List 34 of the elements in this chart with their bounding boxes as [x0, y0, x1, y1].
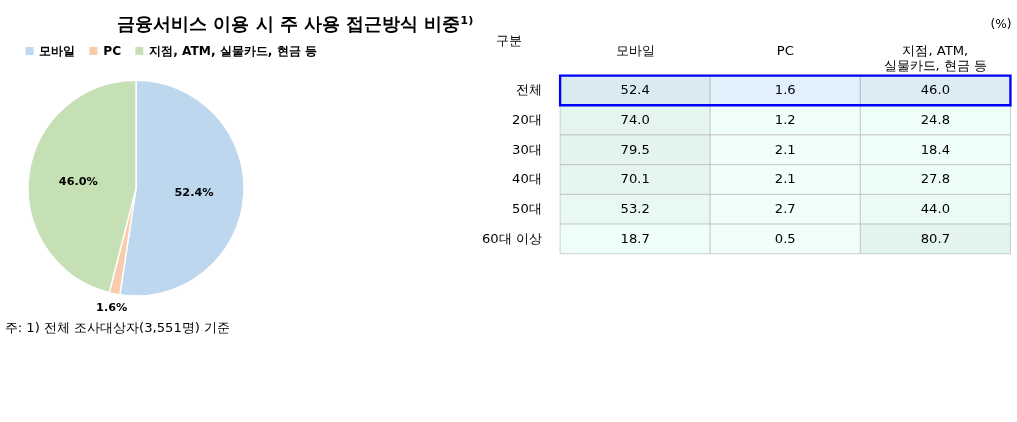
data-label: 1.2 [774, 111, 796, 127]
y-tick-label: 전체 [515, 82, 542, 98]
y-tick-label: 40대 [512, 171, 542, 187]
x-tick-label: 모바일 [615, 43, 655, 59]
data-label: 44.0 [920, 201, 950, 216]
data-label: 2.1 [774, 171, 796, 187]
data-label: 74.0 [620, 111, 650, 127]
y-tick-label: 60대 이상 [481, 230, 542, 246]
data-label: 18.4 [920, 141, 950, 157]
text: (%) [990, 16, 1012, 31]
y-axis-title: 구분 [495, 33, 522, 49]
y-tick-label: 30대 [512, 141, 542, 157]
data-label: 0.5 [774, 230, 796, 246]
data-label: 53.2 [620, 201, 650, 216]
y-tick-label: 20대 [512, 111, 542, 127]
data-label: 52.4 [620, 82, 650, 98]
data-label: 46.0 [920, 82, 950, 98]
data-label: 46.0% [58, 174, 98, 188]
data-label: 2.7 [774, 201, 796, 216]
data-label: 70.1 [620, 171, 650, 187]
text: 주: 1) 전체 조사대상자(3,551명) 기준 [4, 319, 231, 335]
chart-title: 금융서비스 이용 시 주 사용 접근방식 비중¹⁾ [117, 12, 474, 34]
x-tick-label: PC [776, 43, 794, 59]
data-label: 52.4% [174, 186, 214, 200]
x-tick-label: 지점, ATM, 실물카드, 현금 등 [883, 43, 988, 74]
data-label: 18.7 [620, 230, 650, 246]
data-label: 80.7 [920, 230, 950, 246]
data-label: 79.5 [620, 141, 650, 157]
data-label: 1.6 [774, 82, 796, 98]
data-label: 24.8 [920, 111, 950, 127]
y-tick-label: 50대 [512, 201, 542, 216]
data-label: 2.1 [774, 141, 796, 157]
data-label: 27.8 [920, 171, 950, 187]
data-label: 1.6% [96, 301, 128, 315]
